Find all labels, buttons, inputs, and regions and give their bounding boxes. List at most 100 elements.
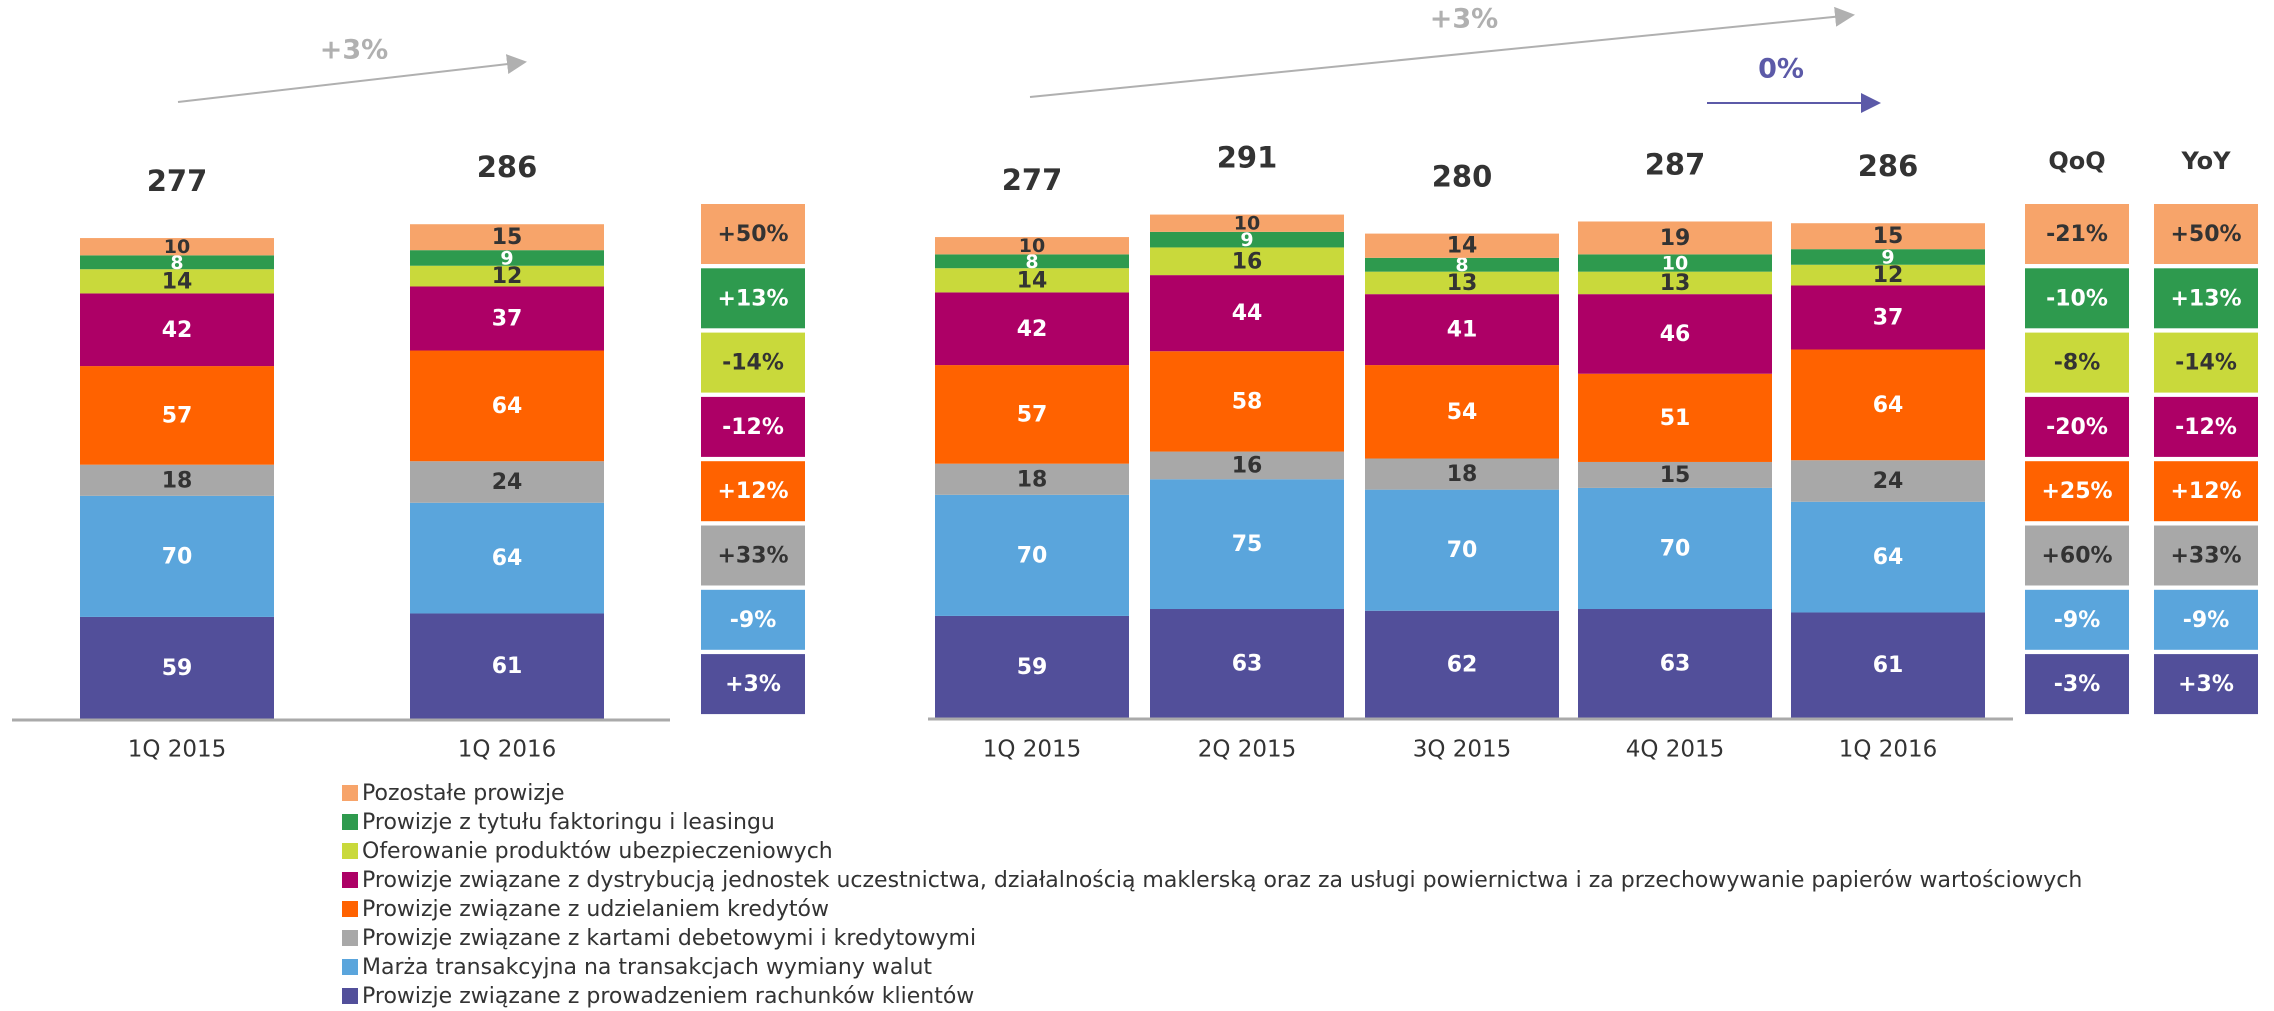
change-label: +13% (717, 286, 788, 311)
bar-segment (1791, 223, 1985, 250)
change-box (2154, 461, 2258, 522)
bar-segment (1150, 214, 1344, 232)
bar-segment (1150, 247, 1344, 276)
segment-label: 14 (1017, 268, 1048, 293)
segment-label: 15 (1660, 463, 1691, 488)
change-label: -9% (2054, 608, 2100, 633)
segment-label: 64 (492, 546, 523, 571)
change-label: -20% (2046, 415, 2108, 440)
legend-label: Prowizje związane z kartami debetowymi i… (362, 926, 976, 951)
bar-segment (1578, 487, 1772, 610)
bar-segment (1791, 460, 1985, 502)
segment-label: 12 (492, 264, 523, 289)
bar-segment (935, 494, 1129, 616)
bar-segment (935, 254, 1129, 269)
bar-segment (1791, 285, 1985, 350)
legend-label: Pozostałe prowizje (362, 781, 565, 806)
bar-segment (80, 366, 274, 465)
segment-label: 70 (1017, 543, 1048, 568)
bar-segment (1791, 249, 1985, 265)
change-box (701, 332, 805, 393)
change-box (2025, 268, 2129, 329)
segment-label: 10 (164, 236, 190, 258)
segment-label: 61 (492, 654, 523, 679)
column-header: YoY (2180, 147, 2231, 175)
bar-segment (1365, 233, 1559, 258)
bar-segment (410, 224, 604, 251)
change-box (701, 268, 805, 329)
bar-segment (1578, 221, 1772, 255)
total-label: 286 (477, 150, 538, 184)
segment-label: 15 (492, 225, 523, 250)
segment-label: 57 (162, 403, 193, 428)
segment-label: 37 (1873, 306, 1904, 331)
bar-segment (935, 365, 1129, 464)
legend-swatch (342, 959, 358, 975)
bar-segment (1791, 264, 1985, 286)
bar-segment (80, 464, 274, 496)
bar-segment (1365, 610, 1559, 718)
segment-label: 18 (1017, 467, 1048, 492)
change-label: -9% (2183, 608, 2229, 633)
segment-label: 8 (1025, 251, 1038, 273)
change-label: +50% (717, 222, 788, 247)
bar-segment (1578, 609, 1772, 718)
column-header: QoQ (2048, 147, 2105, 175)
segment-label: 10 (1019, 235, 1045, 257)
change-box (2025, 461, 2129, 522)
segment-label: 41 (1447, 318, 1478, 343)
segment-label: 9 (500, 247, 513, 269)
segment-label: 64 (1873, 393, 1904, 418)
change-box (2025, 396, 2129, 457)
bar-segment (410, 250, 604, 266)
change-label: -9% (730, 608, 776, 633)
legend-swatch (342, 988, 358, 1004)
segment-label: 8 (1455, 254, 1468, 276)
change-box (2025, 332, 2129, 393)
bar-segment (1791, 612, 1985, 718)
segment-label: 8 (170, 252, 183, 274)
change-box (2154, 654, 2258, 715)
change-label: +33% (717, 544, 788, 569)
segment-label: 64 (1873, 545, 1904, 570)
bar-segment (410, 613, 604, 719)
legend-label: Oferowanie produktów ubezpieczeniowych (362, 839, 833, 864)
bar-segment (1150, 609, 1344, 718)
x-tick-label: 3Q 2015 (1413, 737, 1512, 763)
change-label: -12% (722, 415, 784, 440)
x-tick-label: 4Q 2015 (1626, 737, 1725, 763)
segment-label: 9 (1881, 246, 1894, 268)
total-label: 280 (1432, 160, 1493, 194)
segment-label: 57 (1017, 402, 1048, 427)
change-label: +3% (2178, 672, 2234, 697)
change-box (701, 461, 805, 522)
segment-label: 51 (1660, 406, 1691, 431)
total-label: 277 (147, 164, 208, 198)
segment-label: 16 (1232, 453, 1263, 478)
bar-segment (1578, 373, 1772, 462)
bar-segment (1365, 365, 1559, 459)
change-box (701, 589, 805, 650)
legend-label: Prowizje związane z dystrybucją jednoste… (362, 868, 2082, 893)
segment-label: 18 (162, 468, 193, 493)
segment-label: 9 (1240, 229, 1253, 251)
change-box (2025, 204, 2129, 264)
total-label: 277 (1002, 163, 1063, 197)
segment-label: 62 (1447, 652, 1478, 677)
bar-segment (935, 292, 1129, 366)
bar-segment (1150, 351, 1344, 452)
segment-label: 63 (1232, 652, 1263, 677)
segment-label: 19 (1660, 226, 1691, 251)
change-box (701, 654, 805, 715)
bar-segment (410, 502, 604, 614)
bar-segment (1150, 479, 1344, 610)
change-label: +13% (2170, 286, 2241, 311)
segment-label: 37 (492, 307, 523, 332)
bar-segment (1150, 231, 1344, 248)
change-box (2025, 525, 2129, 586)
legend-swatch (342, 872, 358, 888)
change-label: +50% (2170, 222, 2241, 247)
segment-label: 42 (1017, 317, 1048, 342)
segment-label: 54 (1447, 400, 1478, 425)
